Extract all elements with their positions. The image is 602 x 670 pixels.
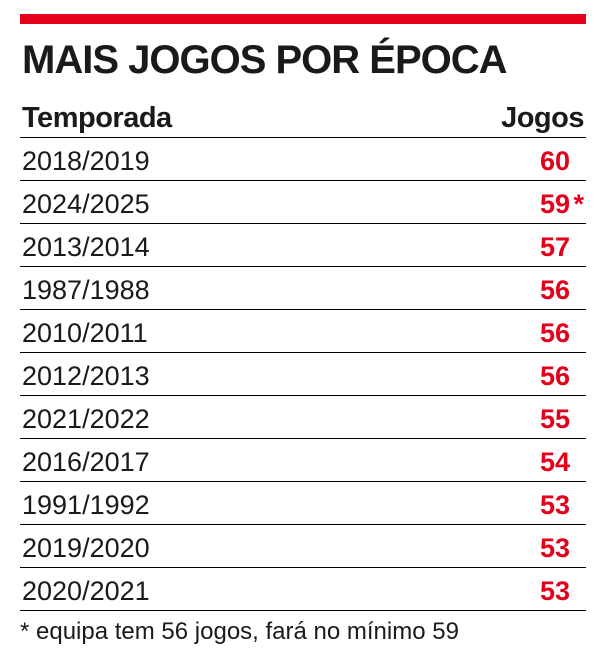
games-table: Temporada Jogos 2018/2019 60 2024/2025 59 * 2… xyxy=(20,96,586,611)
table-row: 1991/1992 53 xyxy=(20,482,586,525)
table-row: 2020/2021 53 xyxy=(20,568,586,611)
table-row: 2021/2022 55 xyxy=(20,396,586,439)
season-cell: 1991/1992 xyxy=(22,490,150,520)
games-value: 55 xyxy=(539,404,570,434)
games-value: 56 xyxy=(539,361,570,391)
games-value: 53 xyxy=(539,576,570,606)
season-cell: 1987/1988 xyxy=(22,275,150,305)
table-row: 2013/2014 57 xyxy=(20,224,586,267)
table-row: 2018/2019 60 xyxy=(20,138,586,181)
season-cell: 2024/2025 xyxy=(22,189,150,219)
games-value: 53 xyxy=(539,533,570,563)
table-row: 1987/1988 56 xyxy=(20,267,586,310)
season-cell: 2021/2022 xyxy=(22,404,150,434)
footnote: * equipa tem 56 jogos, fará no mínimo 59 xyxy=(20,618,459,645)
footnote-marker: * xyxy=(573,189,584,219)
accent-bar xyxy=(20,14,586,24)
chart-title: MAIS JOGOS POR ÉPOCA xyxy=(22,38,508,82)
column-header-season: Temporada xyxy=(22,102,172,134)
season-cell: 2016/2017 xyxy=(22,447,150,477)
table-body: 2018/2019 60 2024/2025 59 * 2013/2014 57 1987/1… xyxy=(20,138,586,611)
games-value: 59 xyxy=(539,189,570,219)
table-row: 2010/2011 56 xyxy=(20,310,586,353)
games-value: 56 xyxy=(539,318,570,348)
season-cell: 2018/2019 xyxy=(22,146,150,176)
games-value: 60 xyxy=(539,146,570,176)
games-value: 54 xyxy=(539,447,570,477)
games-value: 53 xyxy=(539,490,570,520)
table-row: 2016/2017 54 xyxy=(20,439,586,482)
column-header-games: Jogos xyxy=(501,102,584,134)
season-cell: 2013/2014 xyxy=(22,232,150,262)
season-cell: 2020/2021 xyxy=(22,576,150,606)
games-value: 56 xyxy=(539,275,570,305)
season-cell: 2019/2020 xyxy=(22,533,150,563)
table-header-row: Temporada Jogos xyxy=(20,96,586,138)
table-row: 2019/2020 53 xyxy=(20,525,586,568)
table-row: 2012/2013 56 xyxy=(20,353,586,396)
season-cell: 2010/2011 xyxy=(22,318,148,348)
games-value: 57 xyxy=(539,232,570,262)
season-cell: 2012/2013 xyxy=(22,361,150,391)
table-row: 2024/2025 59 * xyxy=(20,181,586,224)
